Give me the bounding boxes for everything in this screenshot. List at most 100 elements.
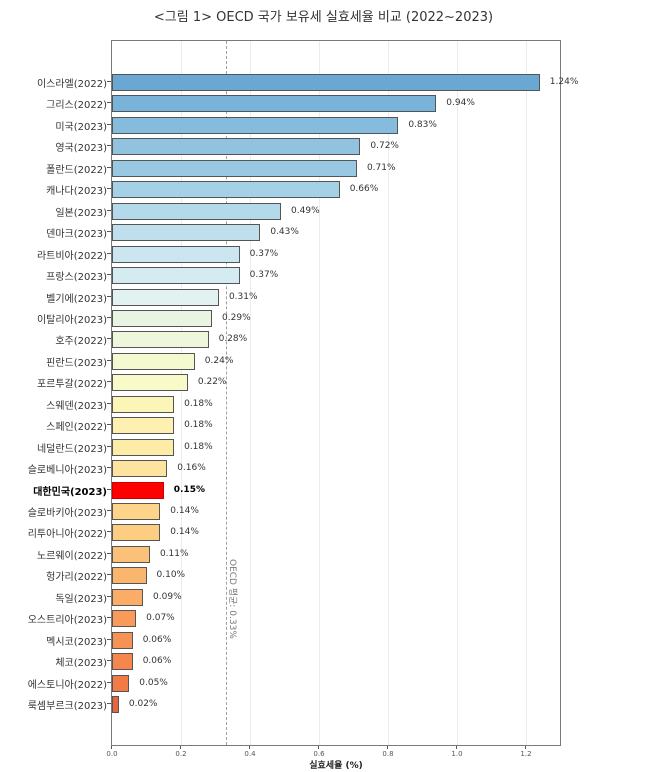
value-label: 0.06% (142, 656, 172, 667)
y-tick (107, 381, 111, 383)
bar (112, 438, 175, 456)
gridline (526, 41, 527, 745)
y-tick (107, 209, 111, 211)
bar (112, 331, 209, 349)
x-tick (318, 746, 319, 749)
y-tick (107, 295, 111, 297)
value-label: 0.16% (177, 463, 206, 474)
gridline (457, 41, 458, 745)
y-tick (107, 166, 111, 168)
y-tick (107, 552, 111, 554)
value-label: 0.29% (222, 312, 251, 323)
bar (112, 181, 340, 199)
y-tick (107, 123, 111, 125)
bar (112, 524, 161, 542)
gridline (319, 41, 320, 745)
y-tick (107, 274, 111, 276)
x-tick (180, 746, 181, 749)
bar (112, 610, 137, 628)
bar (112, 696, 119, 714)
value-label: 1.24% (549, 77, 579, 87)
y-tick (107, 488, 111, 490)
y-tick-label: 대한민국(2023) (33, 486, 107, 498)
value-label: 0.09% (153, 591, 182, 602)
x-tick (249, 746, 250, 749)
x-tick-label: 0.0 (106, 750, 118, 758)
value-label: 0.37% (249, 270, 279, 281)
y-tick-label: 벨기에(2023) (46, 293, 107, 305)
y-tick (107, 445, 111, 447)
y-tick-label: 슬로베니아(2023) (27, 465, 107, 477)
y-tick (107, 510, 111, 511)
value-label: 0.10% (156, 570, 186, 581)
y-tick (107, 338, 111, 340)
bar (112, 267, 240, 285)
bar (112, 288, 219, 306)
value-label: 0.94% (446, 98, 475, 109)
bar (112, 159, 357, 177)
y-tick (107, 145, 111, 147)
value-label: 0.14% (170, 506, 199, 516)
bar (112, 395, 175, 413)
y-tick (107, 424, 111, 426)
bar (112, 631, 133, 649)
y-tick-label: 에스토니아(2022) (27, 679, 107, 691)
bar (112, 374, 188, 392)
value-label: 0.07% (146, 613, 175, 624)
y-tick-label: 핀란드(2023) (46, 357, 107, 369)
x-tick-label: 0.2 (175, 750, 187, 758)
y-tick-label: 네덜란드(2023) (36, 443, 107, 455)
value-label: 0.15% (173, 484, 205, 495)
value-label: 0.71% (366, 162, 396, 173)
y-tick (107, 617, 111, 619)
value-label: 0.83% (408, 119, 437, 130)
y-tick-label: 헝가리(2022) (46, 572, 107, 584)
y-tick-label: 프랑스(2023) (46, 272, 107, 284)
y-tick-label: 덴마크(2023) (46, 229, 107, 241)
gridline (181, 41, 182, 745)
y-tick (107, 252, 111, 254)
bar (112, 674, 130, 692)
y-tick-label: 미국(2023) (55, 121, 107, 133)
y-tick-label: 오스트리아(2023) (27, 615, 107, 627)
gridline (250, 41, 251, 745)
y-tick (107, 574, 111, 576)
x-tick (111, 746, 112, 749)
gridline (388, 41, 389, 745)
value-label: 0.31% (228, 291, 258, 302)
y-tick-label: 일본(2023) (55, 207, 107, 219)
y-tick (107, 660, 111, 662)
bar (112, 352, 195, 370)
chart-title: <그림 1> OECD 국가 보유세 실효세율 비교 (2022~2023) (153, 10, 494, 25)
bar (112, 588, 144, 606)
bar (112, 309, 213, 327)
y-tick-label: 스페인(2022) (46, 422, 107, 434)
bar (112, 567, 147, 585)
y-tick (107, 402, 111, 404)
value-label: 0.24% (204, 355, 234, 366)
value-label: 0.14% (170, 527, 199, 538)
y-tick (107, 231, 111, 233)
y-tick (107, 681, 111, 683)
value-label: 0.05% (139, 677, 168, 688)
x-tick-label: 0.8 (382, 750, 394, 758)
value-label: 0.18% (184, 441, 213, 452)
value-label: 0.02% (128, 699, 158, 710)
y-tick-label: 체코(2023) (55, 658, 107, 670)
y-tick (107, 316, 111, 318)
y-tick-label: 폴란드(2022) (46, 164, 107, 176)
value-label: 0.28% (218, 334, 248, 345)
y-tick (107, 102, 111, 104)
y-tick (107, 188, 111, 190)
plot-area: OECD 평균: 0.33% 1.24% 0.94% 0.83% 0.72% 0.71% 0… (111, 40, 578, 746)
bar (112, 116, 399, 134)
value-label: 0.49% (291, 205, 320, 216)
y-tick-label: 노르웨이(2022) (36, 550, 107, 562)
bar (112, 245, 240, 263)
bar (112, 481, 164, 499)
y-tick (107, 595, 111, 597)
x-tick-label: 1.2 (520, 750, 532, 758)
y-tick-label: 이탈리아(2023) (36, 314, 107, 326)
bar (112, 95, 437, 113)
y-tick-label: 호주(2022) (55, 336, 107, 348)
